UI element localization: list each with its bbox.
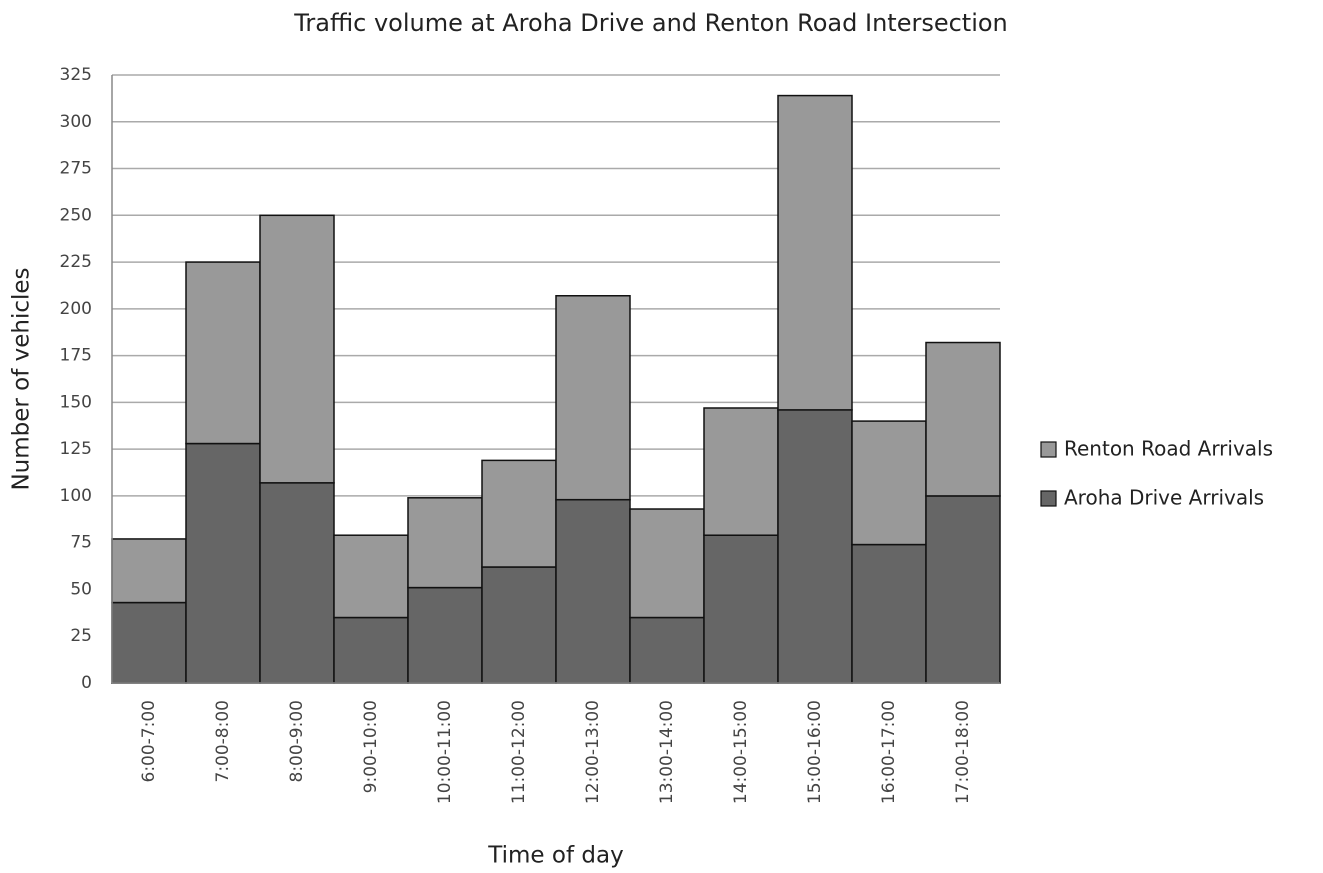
legend-label: Aroha Drive Arrivals [1064,486,1264,510]
bar-segment [851,543,927,684]
bar-segment [925,495,1001,684]
legend-swatch [1040,490,1057,507]
bar-segment [407,586,483,684]
x-tick-label: 8:00-9:00 [287,700,307,783]
y-tick-label: 275 [60,159,92,179]
bar-segment [407,497,483,589]
y-tick-label: 0 [81,673,92,693]
bar-segment [777,94,853,411]
y-tick-label: 150 [60,392,92,412]
y-tick-label: 50 [70,579,92,599]
bar-segment [111,601,187,684]
bar-segment [111,538,187,604]
x-tick-label: 15:00-16:00 [805,700,825,804]
y-tick-label: 325 [60,65,92,85]
bar-segment [629,508,705,619]
bar-segment [629,616,705,684]
x-tick-label: 6:00-7:00 [139,700,159,783]
bar-segment [333,616,409,684]
x-tick-label: 9:00-10:00 [361,700,381,793]
y-tick-label: 225 [60,252,92,272]
y-tick-label: 25 [70,626,92,646]
y-tick-label: 125 [60,439,92,459]
y-tick-label: 175 [60,346,92,366]
x-tick-label: 12:00-13:00 [583,700,603,804]
chart-title: Traffic volume at Aroha Drive and Renton… [293,9,1008,37]
x-tick-label: 17:00-18:00 [953,700,973,804]
x-tick-label: 11:00-12:00 [509,700,529,804]
bar-segment [259,214,335,484]
bar-segment [481,566,557,684]
x-tick-label: 13:00-14:00 [657,700,677,804]
x-tick-label: 14:00-15:00 [731,700,751,804]
bar-segment [777,409,853,684]
x-tick-label: 10:00-11:00 [435,700,455,804]
y-tick-label: 100 [60,486,92,506]
bar-segment [703,534,779,684]
y-tick-label: 250 [60,205,92,225]
bar-segment [185,442,261,684]
legend-swatch [1040,441,1057,458]
bar-segment [851,420,927,546]
y-tick-label: 200 [60,299,92,319]
bar-segment [555,498,631,684]
bar-segment [481,459,557,568]
bar-segment [925,341,1001,497]
bar-segment [555,295,631,501]
x-axis-label: Time of day [487,843,623,869]
bar-segment [703,407,779,536]
x-tick-label: 16:00-17:00 [879,700,899,804]
y-tick-label: 75 [70,533,92,553]
bar-segment [259,482,335,684]
x-tick-label: 7:00-8:00 [213,700,233,783]
y-axis-label: Number of vehicles [9,267,35,490]
legend-label: Renton Road Arrivals [1064,437,1273,461]
bar-segment [333,534,409,619]
bar-segment [185,261,261,445]
y-tick-label: 300 [60,112,92,132]
